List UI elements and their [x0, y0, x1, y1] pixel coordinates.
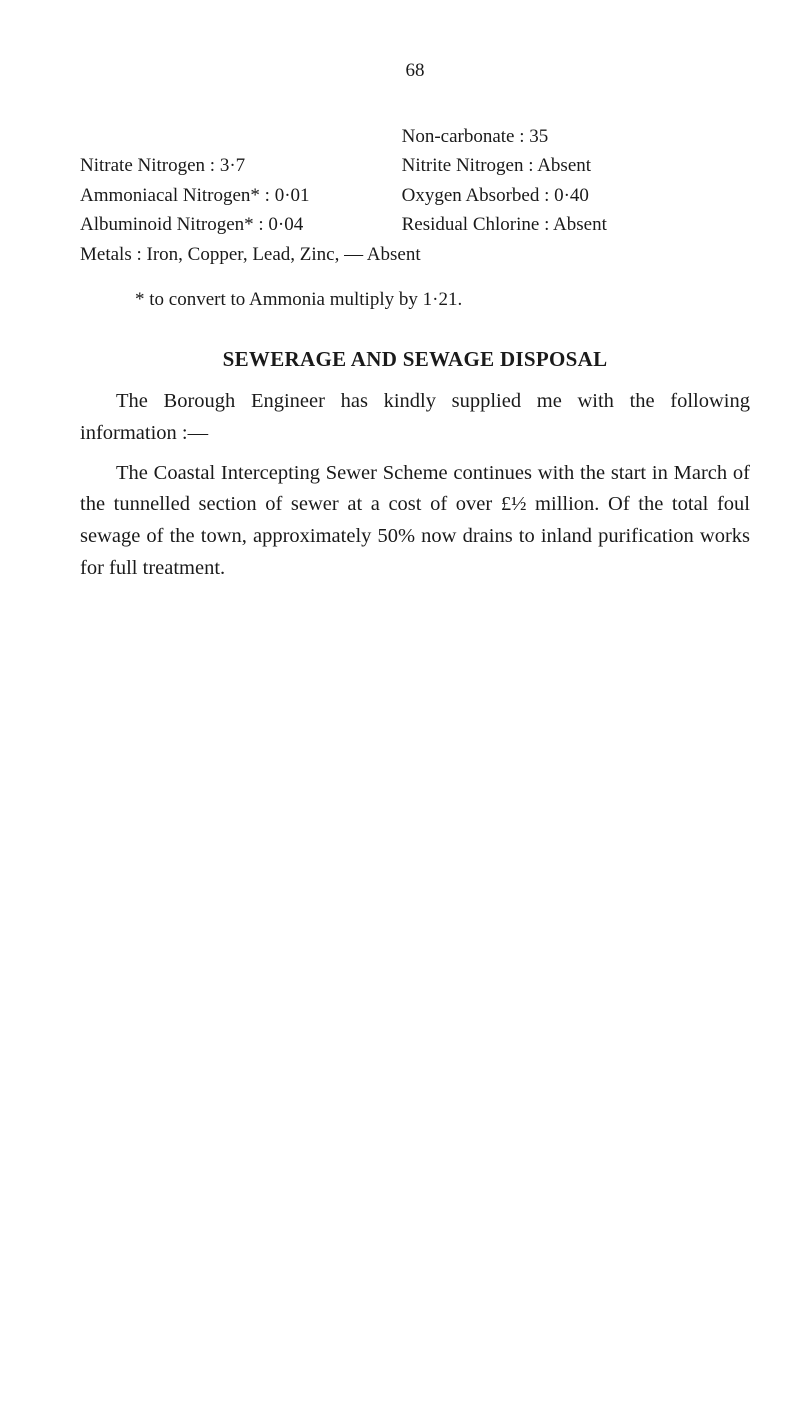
paragraph: The Coastal Intercepting Sewer Scheme co…	[80, 458, 750, 585]
analysis-right-column: Non-carbonate : 35 Nitrite Nitrogen : Ab…	[402, 122, 750, 240]
section-title: SEWERAGE AND SEWAGE DISPOSAL	[80, 347, 750, 372]
analysis-row	[80, 122, 402, 151]
analysis-left-column: Nitrate Nitrogen : 3·7 Ammoniacal Nitrog…	[80, 122, 402, 240]
analysis-row: Albuminoid Nitrogen* : 0·04	[80, 210, 402, 239]
analysis-row: Non-carbonate : 35	[402, 122, 750, 151]
analysis-row: Oxygen Absorbed : 0·40	[402, 181, 750, 210]
footnote: * to convert to Ammonia multiply by 1·21…	[135, 289, 750, 311]
analysis-row: Nitrate Nitrogen : 3·7	[80, 151, 402, 180]
analysis-full-line: Metals : Iron, Copper, Lead, Zinc, — Abs…	[80, 240, 750, 269]
paragraph: The Borough Engineer has kindly supplied…	[80, 386, 750, 450]
document-page: 68 Nitrate Nitrogen : 3·7 Ammoniacal Nit…	[0, 0, 800, 1406]
analysis-columns: Nitrate Nitrogen : 3·7 Ammoniacal Nitrog…	[80, 122, 750, 240]
analysis-row: Residual Chlorine : Absent	[402, 210, 750, 239]
analysis-block: Nitrate Nitrogen : 3·7 Ammoniacal Nitrog…	[80, 122, 750, 269]
analysis-row: Nitrite Nitrogen : Absent	[402, 151, 750, 180]
analysis-row: Ammoniacal Nitrogen* : 0·01	[80, 181, 402, 210]
page-number: 68	[80, 60, 750, 82]
